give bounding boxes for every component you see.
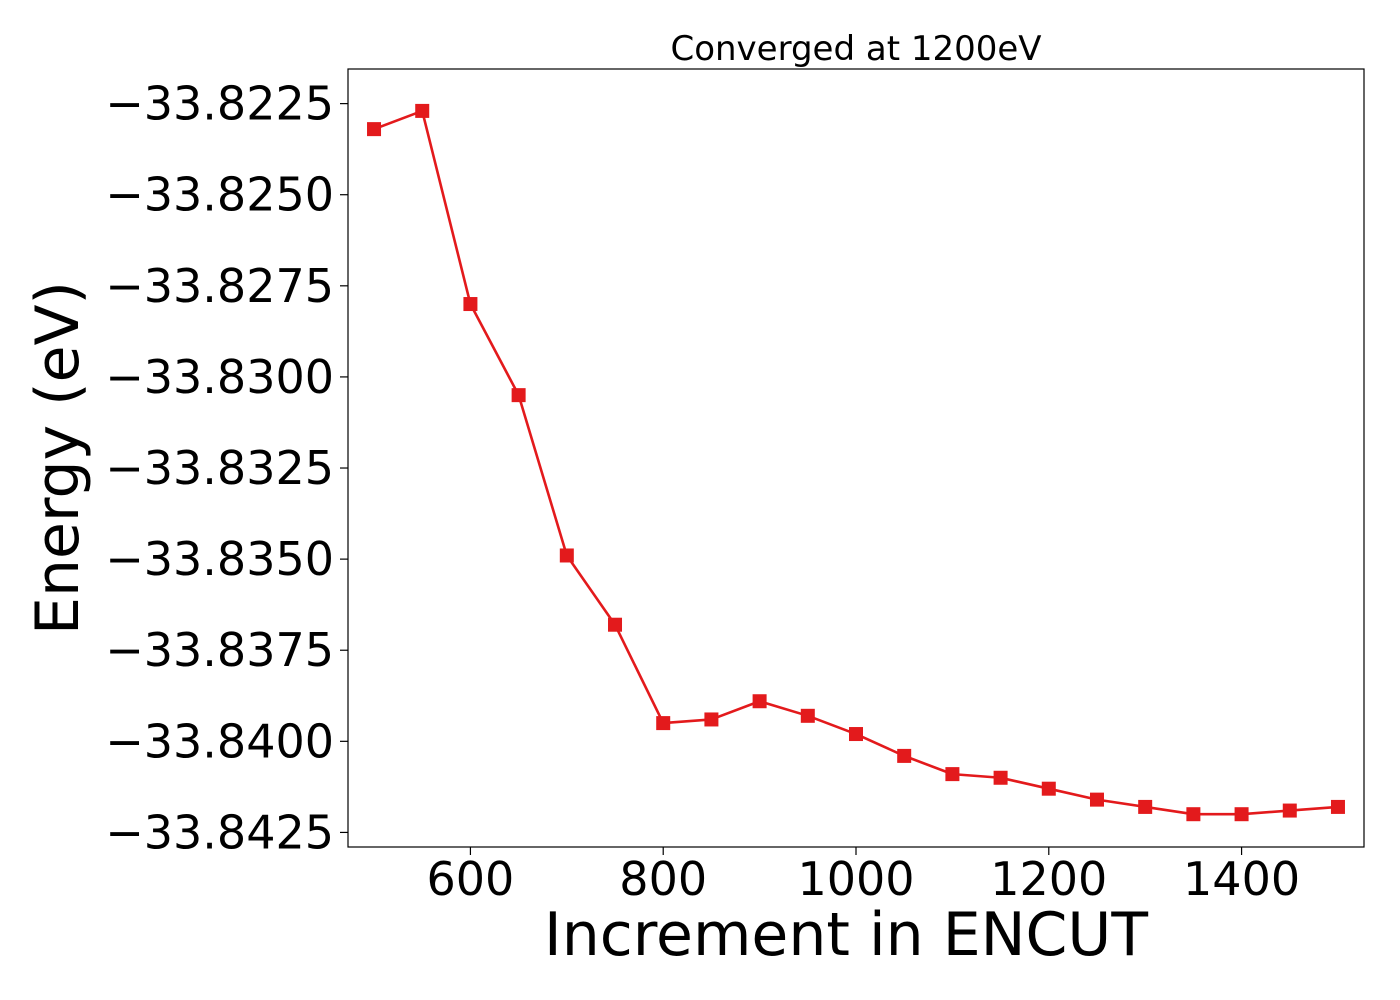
plot-content <box>367 103 1345 822</box>
y-axis-label: Energy (eV) <box>23 281 93 635</box>
data-point-marker <box>945 767 960 782</box>
data-point-marker <box>1330 799 1345 814</box>
data-point-marker <box>1138 799 1153 814</box>
data-point-marker <box>800 708 815 723</box>
x-tick-label: 800 <box>619 852 707 906</box>
x-tick-label: 1400 <box>1183 852 1300 906</box>
data-point-marker <box>1089 792 1104 807</box>
data-point-marker <box>656 716 671 731</box>
data-point-marker <box>367 122 382 137</box>
data-point-marker <box>1234 807 1249 822</box>
data-point-marker <box>1282 803 1297 818</box>
x-axis-ticks: 600 800 1000 1200 1400 <box>427 847 1300 906</box>
y-tick-label: −33.8425 <box>105 805 334 859</box>
x-tick-label: 1000 <box>797 852 914 906</box>
x-axis-label: Increment in ENCUT <box>544 900 1148 970</box>
data-point-marker <box>1186 807 1201 822</box>
data-point-marker <box>511 388 526 403</box>
y-tick-label: −33.8325 <box>105 441 334 495</box>
data-point-marker <box>752 694 767 709</box>
data-point-marker <box>897 748 912 763</box>
data-point-marker <box>608 617 623 632</box>
plot-frame <box>347 68 1365 848</box>
data-point-marker <box>849 727 863 742</box>
y-tick-label: −33.8375 <box>105 623 334 677</box>
chart-title: Converged at 1200eV <box>670 29 1041 69</box>
y-tick-label: −33.8400 <box>105 714 334 768</box>
data-point-marker <box>1041 781 1056 796</box>
y-axis-ticks: −33.8225 −33.8250 −33.8275 −33.8300 −33.8325… <box>105 77 348 859</box>
x-tick-label: 1200 <box>990 852 1107 906</box>
data-point-marker <box>463 297 478 312</box>
y-tick-label: −33.8250 <box>105 168 334 222</box>
data-point-marker <box>415 103 430 118</box>
data-point-marker <box>559 548 574 563</box>
data-point-marker <box>993 770 1008 785</box>
y-tick-label: −33.8225 <box>105 77 334 131</box>
y-tick-label: −33.8350 <box>105 532 334 586</box>
data-point-marker <box>704 712 719 727</box>
y-tick-label: −33.8275 <box>105 259 334 313</box>
y-tick-label: −33.8300 <box>105 350 334 404</box>
x-tick-label: 600 <box>427 852 515 906</box>
